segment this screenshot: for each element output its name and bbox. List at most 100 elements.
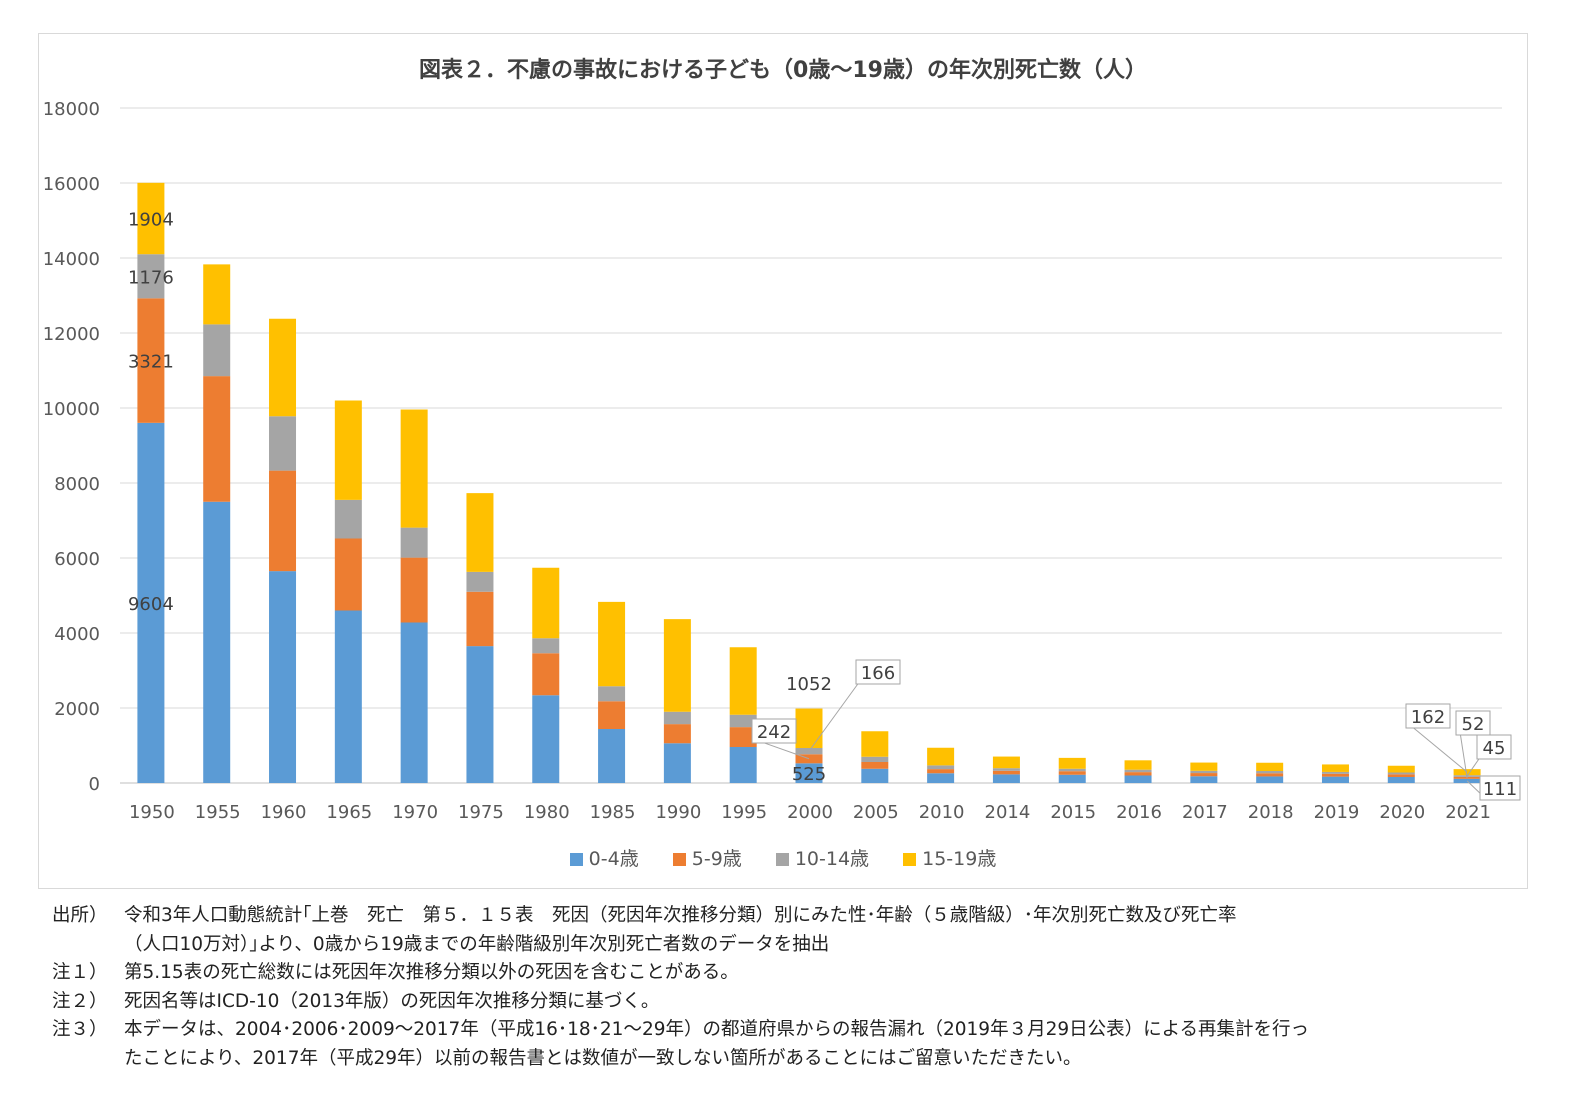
bar-segment [1190,776,1218,783]
x-tick-label: 1960 [261,802,307,823]
bar-segment [663,743,691,783]
legend-label: 15-19歳 [922,848,997,870]
note-continuation: （人口10万対）｣より、0歳から19歳までの年齢階級別年次別死亡者数のデータを抽… [124,933,830,955]
bar-segment [532,638,560,654]
notes: 出所） 令和3年人口動態統計｢上巻 死亡 第５．１５表 死因（死因年次推移分類）… [52,902,1552,1073]
data-label: 525 [792,764,826,785]
bar-segment [861,762,889,769]
bar-segment [137,298,165,423]
note-text: 令和3年人口動態統計｢上巻 死亡 第５．１５表 死因（死因年次推移分類）別にみた… [124,905,1237,926]
bar-segment [992,768,1020,771]
data-label: 111 [1483,779,1517,800]
note-label: 注３） [52,1019,108,1040]
y-tick-label: 16000 [43,174,100,195]
bar-segment [729,747,757,783]
x-tick-label: 2014 [985,802,1031,823]
chart-plot: 18000 16000 14000 12000 10000 8000 6000 4000 200… [43,99,1521,823]
note-text: 死因名等はICD-10（2013年版）の死因年次推移分類に基づく。 [124,990,660,1012]
bar-segment [203,264,231,325]
bar-segment [269,571,297,783]
data-label: 242 [757,722,791,743]
bar-segment [137,254,165,299]
bar-segment [532,653,560,696]
callout-box [751,718,797,744]
bar-segment [1058,768,1086,772]
x-tick-label: 2010 [919,802,965,823]
callout-box [1476,734,1512,760]
bar-segment [992,774,1020,783]
x-tick-label: 1985 [590,802,636,823]
data-label: 9604 [128,594,174,615]
y-tick-label: 10000 [43,399,100,420]
y-tick-label: 4000 [54,624,100,645]
x-tick-label: 2018 [1248,802,1294,823]
legend-item-0-4: 0-4歳 [569,844,639,871]
x-tick-label: 2021 [1445,802,1491,823]
bar-segment [269,470,297,572]
bar-segment [334,538,362,611]
bar-segment [1387,772,1415,775]
x-tick-label: 1980 [524,802,570,823]
bar-segment [598,686,626,702]
bar-segment [137,182,165,255]
bar-segment [466,571,494,592]
bar-segment [598,729,626,783]
bar-segment [1453,776,1481,779]
note-1: 注１） 第5.15表の死亡総数には死因年次推移分類以外の死因を含むことがある。 [52,959,1552,988]
legend-label: 5-9歳 [691,848,742,870]
note-label: 出所） [52,905,108,926]
bar-segment [1256,776,1284,783]
bar-segment [334,400,362,500]
bar-segment [334,499,362,539]
legend-item-5-9: 5-9歳 [672,844,742,871]
bar-segment [927,747,955,766]
bar-segment [1058,771,1086,775]
x-tick-label: 2020 [1379,802,1425,823]
y-tick-label: 0 [89,774,100,795]
x-tick-label: 2000 [787,802,833,823]
bar-segment [203,324,231,377]
chart-title: 図表２．不慮の事故における子ども（0歳～19歳）の年次別死亡数（人） [419,58,1147,83]
y-tick-label: 6000 [54,549,100,570]
bar-segment [663,724,691,744]
bar-segment [861,768,889,783]
bar-segment [269,318,297,417]
data-label: 52 [1462,714,1485,735]
bar-segment [532,695,560,783]
data-label: 162 [1411,707,1445,728]
data-label: 166 [861,663,895,684]
bar-segment [1387,765,1415,773]
bar-segment [927,773,955,783]
bar-segment [729,727,757,747]
x-tick-label: 2017 [1182,802,1228,823]
bar-segment [1058,774,1086,783]
callout-box [1405,703,1451,729]
bar-segment [992,756,1020,769]
note-text: 第5.15表の死亡総数には死因年次推移分類以外の死因を含むことがある。 [124,962,739,983]
y-tick-label: 14000 [43,249,100,270]
x-tick-label: 1990 [655,802,701,823]
callout-leader [1409,724,1468,773]
note-label: 注２） [52,990,108,1012]
x-tick-label: 1965 [326,802,372,823]
source-note: 出所） 令和3年人口動態統計｢上巻 死亡 第５．１５表 死因（死因年次推移分類）… [52,902,1552,931]
bar-segment [334,610,362,783]
bar-segment [663,619,691,712]
bar-segment [1124,760,1152,770]
bar-segment [992,770,1020,775]
bar-segment [1190,762,1218,771]
y-tick-label: 8000 [54,474,100,495]
bar-segment [1321,773,1349,777]
y-tick-label: 2000 [54,699,100,720]
bar-segment [532,567,560,639]
bar-segment [400,557,428,623]
legend-label: 10-14歳 [794,848,870,870]
x-tick-label: 2016 [1116,802,1162,823]
bar-segment [795,763,823,783]
y-tick-label: 18000 [43,99,100,120]
data-label: 45 [1483,738,1506,759]
bar-segment [400,622,428,783]
note-label: 注１） [52,962,108,983]
legend-swatch [775,853,789,866]
bar-segment [598,601,626,687]
